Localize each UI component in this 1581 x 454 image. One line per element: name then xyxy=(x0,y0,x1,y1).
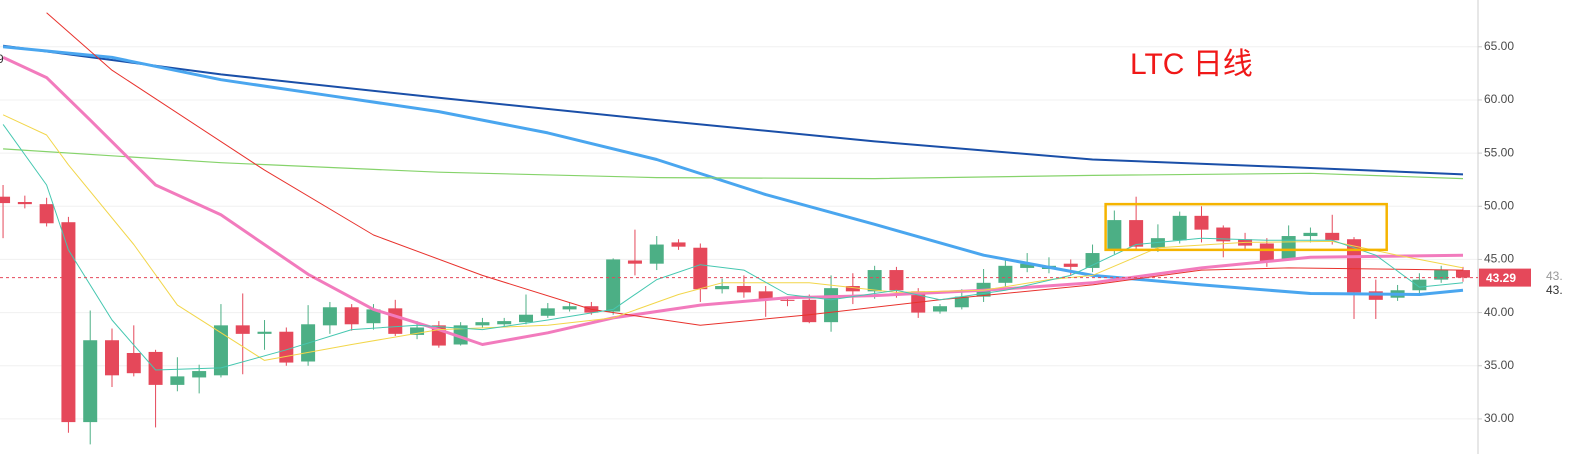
candle-body xyxy=(845,286,860,292)
candle-body xyxy=(1412,279,1427,291)
candle-body xyxy=(954,296,969,308)
candle-body xyxy=(61,222,76,423)
candle-body xyxy=(1129,220,1144,247)
candle-body xyxy=(388,308,403,334)
candle-body xyxy=(17,202,32,205)
candle-body xyxy=(802,299,817,323)
candle-body xyxy=(693,247,708,290)
candle-body xyxy=(715,286,730,290)
candle-body xyxy=(104,340,119,376)
candle-body xyxy=(519,314,534,323)
candle-body xyxy=(1063,263,1078,267)
grid xyxy=(0,46,1478,420)
candle-body xyxy=(213,325,228,376)
candle-body xyxy=(1455,270,1470,278)
candle-body xyxy=(889,270,904,291)
y-tick-label: 45.00 xyxy=(1484,252,1514,266)
candle-body xyxy=(192,371,207,378)
candle-body xyxy=(366,309,381,324)
candle-body xyxy=(1020,263,1035,268)
candle-body xyxy=(410,327,425,335)
candle-body xyxy=(1107,220,1122,250)
candle-body xyxy=(148,351,163,385)
y-tick-label: 65.00 xyxy=(1484,39,1514,53)
candle-body xyxy=(1085,253,1100,268)
candle-body xyxy=(1216,227,1231,242)
moving-average xyxy=(2,114,1464,361)
candle-body xyxy=(0,196,11,204)
y-tick-label: 60.00 xyxy=(1484,92,1514,106)
candle-body xyxy=(1259,243,1274,262)
candle-body xyxy=(39,204,54,224)
edge-label: 9 xyxy=(0,52,4,66)
moving-average xyxy=(2,45,1464,296)
candle-body xyxy=(649,244,664,264)
highlight-box xyxy=(1104,202,1388,252)
y-tick-label: 50.00 xyxy=(1484,198,1514,212)
candle-body xyxy=(627,260,642,264)
candle-body xyxy=(606,259,621,312)
candle-body xyxy=(824,288,839,323)
last-price-label: 43.29 xyxy=(1486,271,1516,285)
candle-body xyxy=(1172,215,1187,241)
candle-body xyxy=(257,331,272,334)
moving-average xyxy=(2,124,1464,371)
candle-body xyxy=(998,265,1013,283)
candle-body xyxy=(1281,236,1296,260)
y-tick-label: 35.00 xyxy=(1484,358,1514,372)
candle-body xyxy=(279,331,294,363)
last-price-box xyxy=(1479,268,1531,287)
candle-body xyxy=(540,308,555,316)
edge-label: 43. xyxy=(1546,283,1563,297)
candle-body xyxy=(1325,232,1340,241)
moving-average xyxy=(46,12,1464,326)
candle-body xyxy=(344,307,359,325)
candle-body xyxy=(736,286,751,293)
edge-label: 43. xyxy=(1546,269,1563,283)
candle-body xyxy=(1347,239,1362,293)
candle-body xyxy=(671,242,686,247)
candle-body xyxy=(1434,270,1449,280)
candle-body xyxy=(170,376,185,385)
candle-body xyxy=(83,340,98,423)
y-tick-label: 55.00 xyxy=(1484,145,1514,159)
candle-body xyxy=(780,299,795,301)
candle-body xyxy=(235,325,250,334)
candle-body xyxy=(867,270,882,292)
candle-body xyxy=(497,321,512,325)
candle-body xyxy=(933,306,948,312)
y-tick-label: 40.00 xyxy=(1484,305,1514,319)
y-tick-label: 30.00 xyxy=(1484,411,1514,425)
annotation: LTC 日线 xyxy=(1130,48,1253,81)
moving-average xyxy=(3,148,1464,180)
candle-body xyxy=(1194,215,1209,230)
candle-body xyxy=(562,306,577,310)
candle-body xyxy=(126,352,141,374)
candle-body xyxy=(322,307,337,326)
candle-body xyxy=(1303,232,1318,237)
moving-average xyxy=(2,56,1464,346)
candle-body xyxy=(475,322,490,326)
candle-body xyxy=(1150,238,1165,248)
candle-body xyxy=(758,291,773,300)
moving-average xyxy=(2,44,1464,176)
